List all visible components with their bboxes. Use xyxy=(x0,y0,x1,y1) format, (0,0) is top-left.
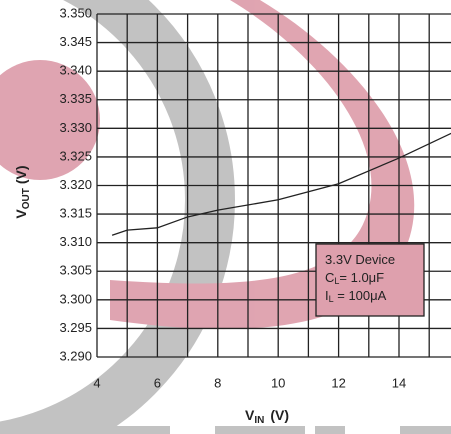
y-tick-label: 3.300 xyxy=(59,291,92,306)
data-line xyxy=(111,132,451,236)
y-tick-label: 3.320 xyxy=(59,177,92,192)
annotation-line: IL = 100μA xyxy=(325,288,387,304)
y-tick-label: 3.295 xyxy=(59,320,92,335)
x-axis-label: VIN (V) xyxy=(245,407,289,426)
x-tick-label: 14 xyxy=(392,375,406,390)
y-label-main: V xyxy=(13,209,29,219)
y-tick-label: 3.315 xyxy=(59,206,92,221)
x-tick-label: 12 xyxy=(331,375,345,390)
y-tick-label: 3.330 xyxy=(59,120,92,135)
annotation-sub: L xyxy=(329,294,334,304)
y-tick-label: 3.350 xyxy=(59,5,92,20)
x-tick-label: 6 xyxy=(154,375,161,390)
annotation-main: 3.3V Device xyxy=(325,252,395,267)
annotation-box xyxy=(315,243,425,317)
y-tick-label: 3.335 xyxy=(59,91,92,106)
x-label-unit: (V) xyxy=(270,407,289,423)
y-tick-label: 3.290 xyxy=(59,348,92,363)
y-axis-label: VOUT (V) xyxy=(13,165,32,218)
x-label-sub: IN xyxy=(254,415,264,426)
y-tick-label: 3.345 xyxy=(59,34,92,49)
annotation-line: CL= 1.0μF xyxy=(325,270,384,286)
annotation-rest: = 100μA xyxy=(334,288,387,303)
y-label-sub: OUT xyxy=(21,188,32,209)
x-label-main: V xyxy=(245,407,255,423)
x-tick-label: 10 xyxy=(271,375,285,390)
annotation-rest: = 1.0μF xyxy=(339,270,384,285)
y-tick-label: 3.305 xyxy=(59,263,92,278)
annotation-main: C xyxy=(325,270,334,285)
y-tick-label: 3.325 xyxy=(59,148,92,163)
annotation-line: 3.3V Device xyxy=(325,252,395,267)
annotation-sub: L xyxy=(334,276,339,286)
x-tick-label: 8 xyxy=(214,375,221,390)
y-tick-label: 3.310 xyxy=(59,234,92,249)
y-label-unit: (V) xyxy=(13,165,29,184)
y-tick-label: 3.340 xyxy=(59,63,92,78)
x-tick-label: 4 xyxy=(93,375,100,390)
annotation-main: I xyxy=(325,288,329,303)
